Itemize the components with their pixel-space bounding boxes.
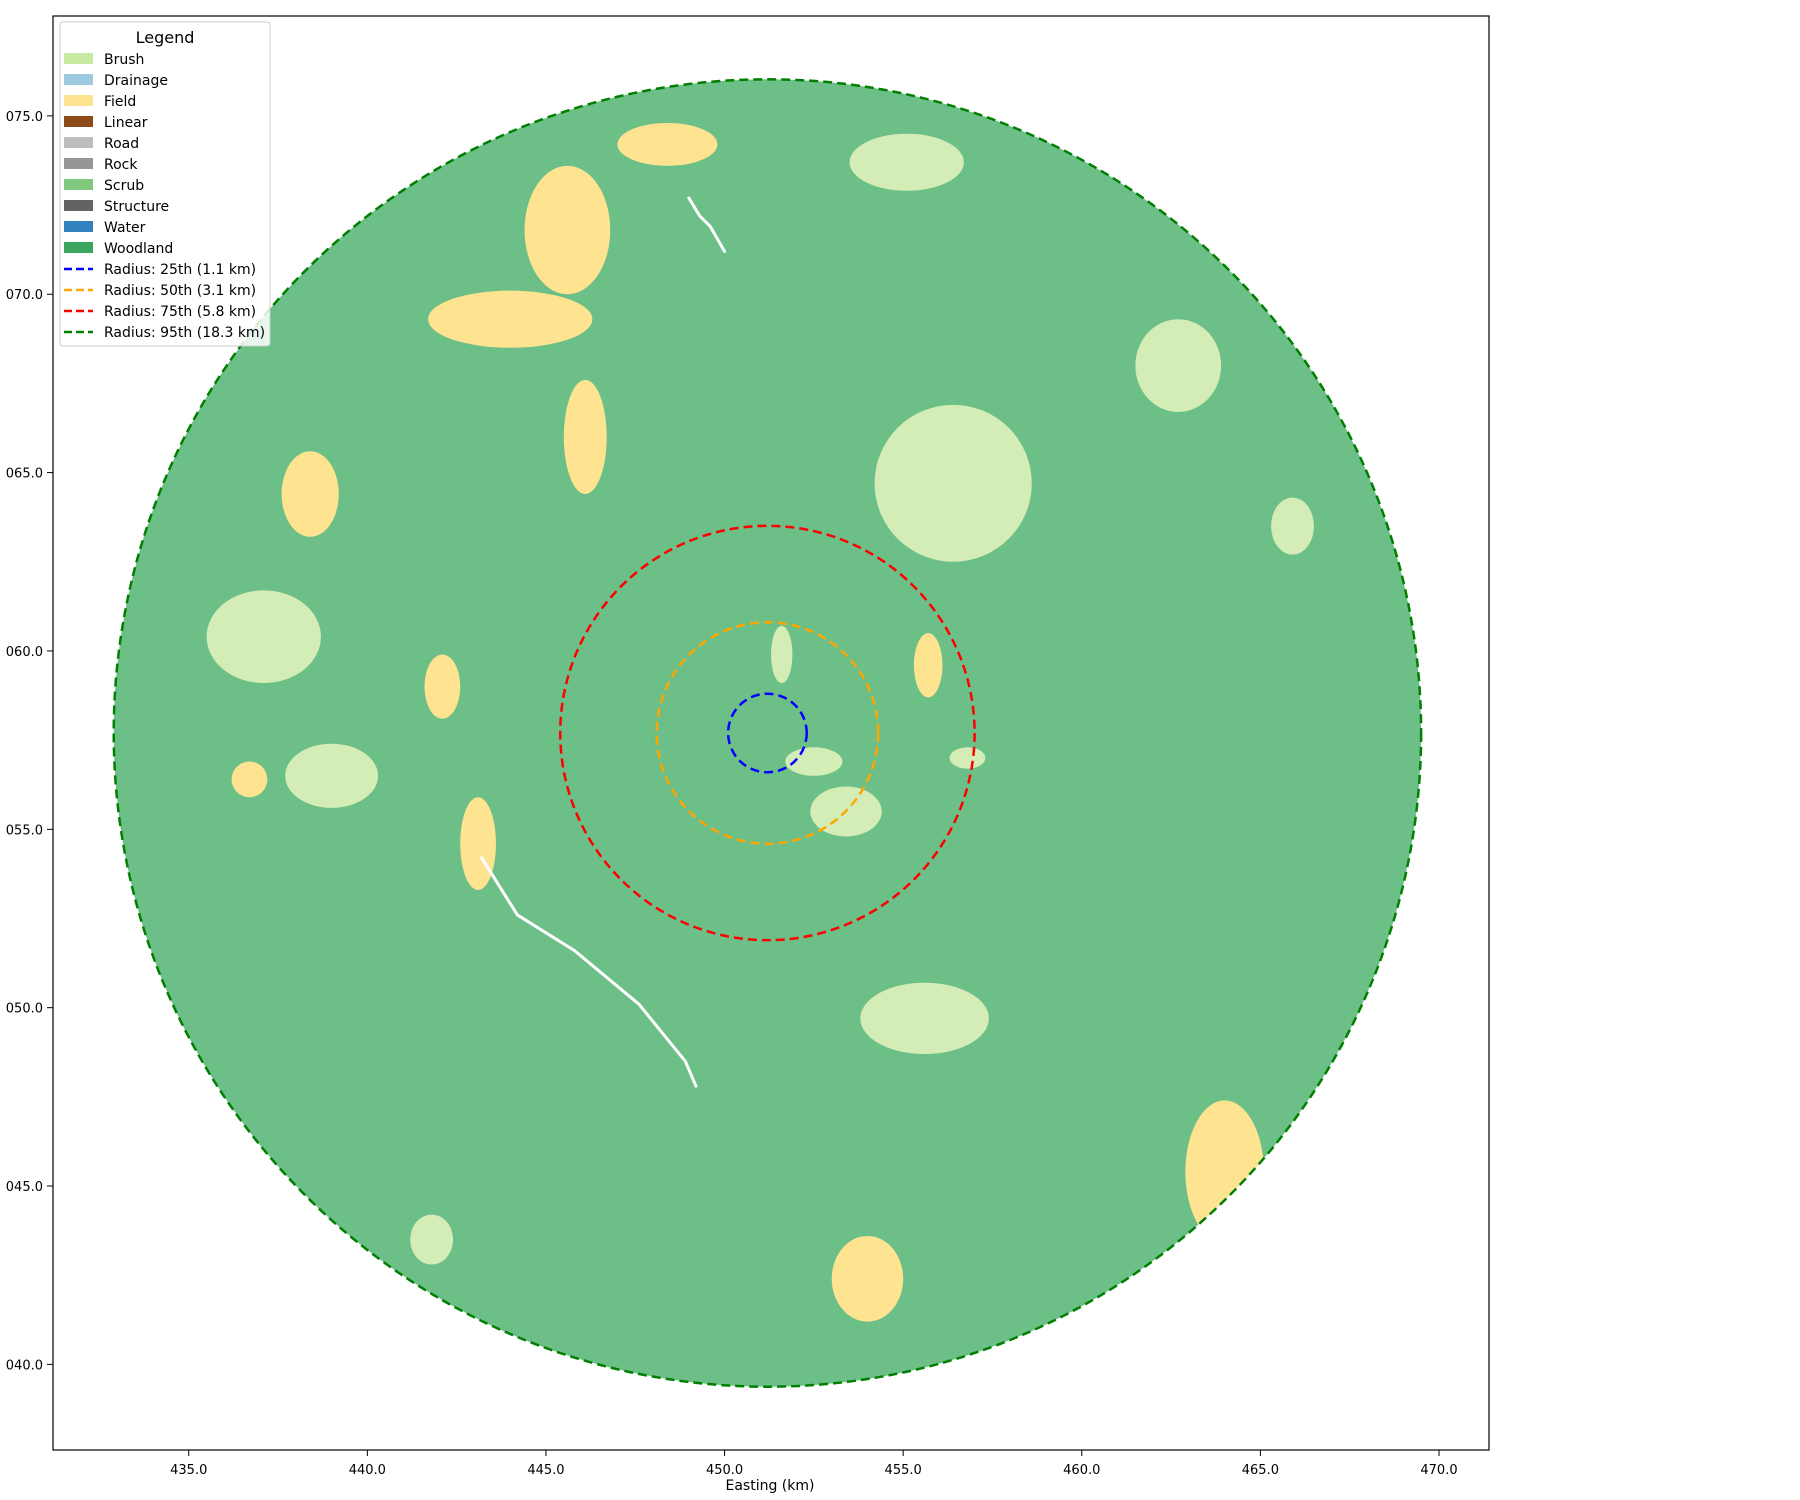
river-line — [480, 856, 698, 1088]
legend-swatch — [64, 74, 93, 85]
legend-swatch — [64, 53, 93, 64]
patch-brush — [860, 982, 989, 1055]
x-tick-label: 465.0 — [1242, 1463, 1279, 1478]
y-tick-label: 045.0 — [6, 1180, 43, 1195]
land-cover-layer — [113, 79, 1422, 1387]
patch-field — [831, 1235, 904, 1322]
ring-75th — [558, 524, 976, 942]
legend-label: Radius: 95th (18.3 km) — [104, 325, 265, 341]
x-tick-label: 460.0 — [1063, 1463, 1100, 1478]
legend-swatch — [64, 158, 93, 169]
legend-label: Drainage — [104, 73, 168, 89]
patch-brush — [206, 590, 321, 684]
legend-swatch — [64, 116, 93, 127]
legend-label: Water — [104, 220, 146, 236]
x-tick-label: 470.0 — [1420, 1463, 1457, 1478]
y-tick-label: 070.0 — [6, 288, 43, 303]
patch-brush — [849, 133, 964, 191]
y-axis: 075.0 070.0 065.0 060.0 055.0 050.0 045.0 040.0 — [6, 110, 53, 1373]
legend-label: Radius: 50th (3.1 km) — [104, 283, 256, 299]
legend-title: Legend — [136, 28, 195, 47]
x-tick-label: 435.0 — [170, 1463, 207, 1478]
legend-label: Field — [104, 94, 136, 110]
patch-brush — [874, 404, 1032, 562]
river-lines — [480, 196, 727, 1088]
x-tick-label: 445.0 — [527, 1463, 564, 1478]
patch-field — [231, 761, 268, 798]
legend-swatch — [64, 95, 93, 106]
patch-field — [424, 654, 461, 719]
patch-field — [460, 797, 496, 890]
legend-swatch — [64, 221, 93, 232]
y-tick-label: 050.0 — [6, 1002, 43, 1017]
ring-50th — [655, 621, 880, 845]
patch-field — [913, 633, 943, 698]
land-cover-patches — [206, 123, 1314, 1322]
legend-label: Road — [104, 136, 139, 152]
y-tick-label: 055.0 — [6, 823, 43, 838]
legend-label: Structure — [104, 199, 169, 215]
patch-field — [428, 290, 593, 348]
legend-swatch — [64, 200, 93, 211]
legend-label: Scrub — [104, 178, 144, 194]
x-axis: 435.0 440.0 445.0 450.0 455.0 460.0 465.0 470.0 — [170, 1450, 1458, 1478]
x-tick-label: 450.0 — [706, 1463, 743, 1478]
patch-brush — [410, 1214, 454, 1265]
patch-brush — [949, 747, 986, 769]
y-tick-label: 040.0 — [6, 1358, 43, 1373]
legend-label: Brush — [104, 52, 144, 68]
percentile-rings — [112, 78, 1423, 1388]
ring-25th — [726, 692, 808, 774]
patch-brush — [785, 747, 843, 776]
y-tick-label: 075.0 — [6, 110, 43, 125]
patch-brush — [771, 625, 793, 684]
legend-label: Linear — [104, 115, 148, 131]
legend-label: Rock — [104, 157, 138, 173]
legend-label: Woodland — [104, 241, 173, 257]
patch-brush — [1271, 497, 1314, 555]
legend: Legend Brush Drainage Field Linear Road Rock S… — [59, 21, 271, 347]
x-axis-label: Easting (km) — [726, 1478, 815, 1494]
legend-box — [59, 21, 271, 347]
patch-brush — [285, 743, 379, 808]
patch-brush — [1135, 319, 1222, 412]
y-tick-label: 060.0 — [6, 645, 43, 660]
legend-swatch — [64, 137, 93, 148]
patch-field — [524, 165, 611, 295]
patch-field — [563, 379, 607, 495]
woodland-disc — [113, 79, 1422, 1387]
x-tick-label: 455.0 — [885, 1463, 922, 1478]
legend-label: Radius: 75th (5.8 km) — [104, 304, 256, 320]
x-tick-label: 440.0 — [349, 1463, 386, 1478]
legend-swatch — [64, 179, 93, 190]
patch-field — [281, 451, 339, 537]
patch-field — [617, 123, 718, 166]
ring-95th — [112, 78, 1423, 1388]
river-line — [687, 196, 727, 253]
legend-swatch — [64, 242, 93, 253]
y-tick-label: 065.0 — [6, 467, 43, 482]
legend-label: Radius: 25th (1.1 km) — [104, 262, 256, 278]
